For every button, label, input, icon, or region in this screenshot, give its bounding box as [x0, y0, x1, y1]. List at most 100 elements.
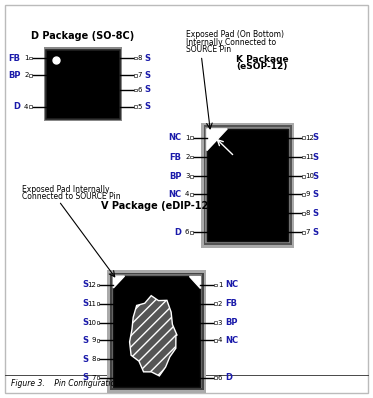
Text: (eSOP-12): (eSOP-12): [237, 62, 288, 71]
Text: V Package (eDIP-12): V Package (eDIP-12): [101, 201, 213, 211]
Text: 12: 12: [306, 135, 314, 141]
Text: 7: 7: [91, 375, 96, 381]
Text: Figure 3.    Pin Configuration (Top View).: Figure 3. Pin Configuration (Top View).: [11, 379, 164, 388]
Text: BP: BP: [169, 172, 182, 181]
Text: S: S: [82, 299, 88, 308]
Bar: [134, 105, 137, 108]
Text: FB: FB: [170, 152, 182, 162]
Bar: [97, 339, 99, 341]
Bar: [303, 231, 305, 234]
Text: 10: 10: [87, 320, 96, 326]
Text: D Package (SO-8C): D Package (SO-8C): [31, 31, 134, 41]
Bar: [110, 273, 204, 390]
Text: SOURCE Pin: SOURCE Pin: [186, 45, 232, 54]
Text: D: D: [175, 228, 182, 237]
Bar: [97, 321, 99, 324]
Polygon shape: [207, 129, 227, 150]
Text: 4: 4: [24, 103, 28, 109]
Bar: [214, 302, 217, 305]
Text: 4: 4: [185, 191, 189, 197]
Bar: [206, 127, 290, 243]
Bar: [97, 358, 99, 361]
Bar: [190, 193, 193, 195]
Bar: [113, 276, 200, 387]
Text: 3: 3: [218, 320, 222, 326]
Bar: [44, 47, 122, 121]
Bar: [303, 212, 305, 215]
Text: 1: 1: [24, 55, 28, 61]
Text: S: S: [82, 373, 88, 382]
Bar: [303, 193, 305, 195]
Text: BP: BP: [225, 318, 237, 327]
Text: S: S: [82, 336, 88, 345]
Bar: [214, 283, 217, 286]
Bar: [29, 57, 32, 59]
Text: 6: 6: [185, 230, 189, 236]
Bar: [29, 74, 32, 77]
Text: 4: 4: [218, 337, 222, 343]
Text: S: S: [313, 209, 319, 218]
Bar: [134, 88, 137, 91]
Text: 8: 8: [137, 55, 142, 61]
Text: 9: 9: [306, 191, 310, 197]
Text: 8: 8: [306, 210, 310, 217]
Bar: [134, 57, 137, 59]
Text: S: S: [144, 71, 150, 80]
Bar: [214, 339, 217, 341]
Bar: [303, 175, 305, 178]
Text: S: S: [144, 54, 150, 62]
Text: NC: NC: [169, 190, 182, 199]
Polygon shape: [113, 276, 125, 288]
Text: Connected to SOURCE Pin: Connected to SOURCE Pin: [22, 192, 120, 201]
Text: S: S: [313, 133, 319, 142]
Text: 5: 5: [137, 103, 142, 109]
Text: S: S: [313, 152, 319, 162]
Text: S: S: [82, 355, 88, 363]
Text: D: D: [14, 102, 21, 111]
Text: K Package: K Package: [236, 55, 289, 64]
Text: Internally Connected to: Internally Connected to: [186, 37, 277, 47]
Bar: [190, 231, 193, 234]
Text: S: S: [313, 228, 319, 237]
Text: 9: 9: [91, 337, 96, 343]
Bar: [112, 275, 202, 388]
Text: 8: 8: [91, 356, 96, 362]
Bar: [46, 50, 120, 119]
Text: 2: 2: [185, 154, 189, 160]
Text: 7: 7: [137, 72, 142, 78]
Bar: [201, 123, 294, 248]
Text: NC: NC: [169, 133, 182, 142]
Text: 1: 1: [185, 135, 189, 141]
Bar: [207, 129, 288, 242]
Bar: [107, 270, 206, 393]
Bar: [204, 125, 292, 245]
Text: NC: NC: [225, 336, 238, 345]
Bar: [97, 302, 99, 305]
Text: 1: 1: [218, 282, 222, 288]
Text: 3: 3: [185, 173, 189, 179]
Text: Exposed Pad Internally: Exposed Pad Internally: [22, 185, 109, 193]
Bar: [29, 105, 32, 108]
Bar: [97, 377, 99, 379]
Text: S: S: [82, 281, 88, 289]
Text: 10: 10: [306, 173, 315, 179]
Text: S: S: [313, 190, 319, 199]
Polygon shape: [189, 276, 200, 288]
Polygon shape: [129, 296, 177, 376]
Text: BP: BP: [8, 71, 21, 80]
Bar: [134, 74, 137, 77]
Text: 11: 11: [306, 154, 315, 160]
Bar: [97, 283, 99, 286]
Bar: [214, 321, 217, 324]
Text: S: S: [82, 318, 88, 327]
Text: 2: 2: [24, 72, 28, 78]
Text: 2: 2: [218, 301, 222, 307]
Bar: [214, 377, 217, 379]
Text: S: S: [144, 102, 150, 111]
Text: D: D: [225, 373, 232, 382]
Bar: [190, 137, 193, 139]
Text: 11: 11: [87, 301, 96, 307]
Text: 7: 7: [306, 230, 310, 236]
Bar: [190, 156, 193, 158]
Text: NC: NC: [225, 281, 238, 289]
